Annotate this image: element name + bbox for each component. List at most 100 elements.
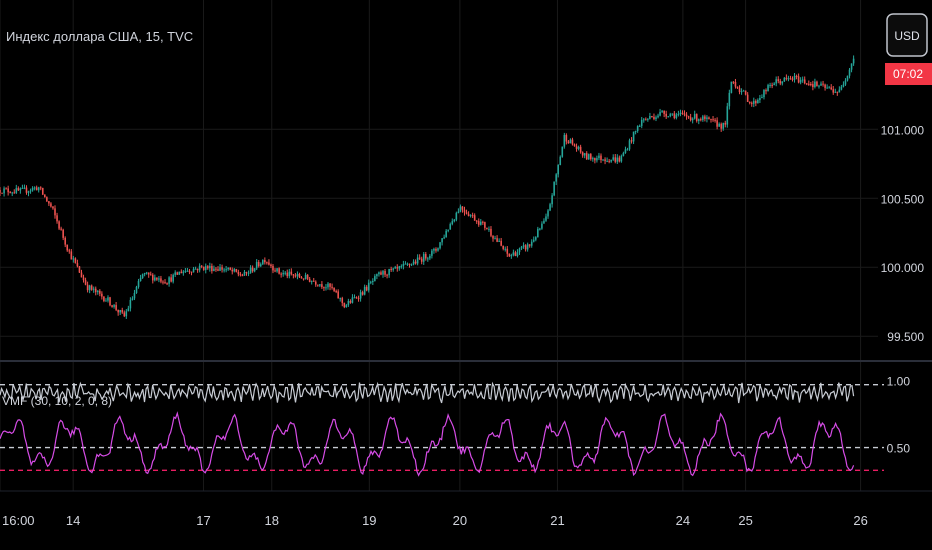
candle-body [164,282,166,284]
candle-body [204,266,207,270]
candle-body [490,228,492,236]
candle-body [583,153,586,156]
candle-body [268,262,270,265]
candle-body [534,237,537,240]
indicator-axis[interactable]: 1.00 0.50 [887,375,911,456]
candle-body [510,255,513,257]
candle-body [757,100,759,104]
price-axis[interactable]: 101.000 100.500 100.000 99.500 [881,123,925,344]
candle-body [253,268,256,272]
candle-body [638,125,641,127]
time-axis[interactable]: 16:00 14 17 18 19 20 21 24 25 26 [2,513,868,528]
candle-body [691,118,694,121]
candle-body [826,87,828,89]
price-candles[interactable] [0,55,855,319]
candle-body [838,89,841,93]
candle-body [846,75,849,81]
candle-body [7,188,9,193]
candle-body [807,83,810,85]
currency-button-frame[interactable] [886,13,928,57]
candle-body [363,286,366,295]
candle-body [767,85,769,92]
candle-body [384,270,386,275]
candle-body [569,139,572,144]
candle-body [400,266,403,268]
candle-body [797,76,800,83]
candle-body [264,260,266,263]
candle-body [810,83,812,85]
candle-body [274,270,276,272]
candle-body [62,229,64,238]
candle-body [822,83,824,85]
candle-body [359,292,362,299]
time-tick-label: 17 [196,513,210,528]
candle-body [665,113,667,117]
candle-body [25,187,28,193]
candle-body [424,254,427,259]
candle-body [532,239,535,242]
candle-body [475,220,478,222]
candle-body [575,146,578,149]
candle-body [559,156,562,165]
phase-series-line [0,411,855,477]
candle-body [571,139,574,145]
candle-body [412,261,415,265]
candle-body [21,187,24,189]
candle-body [298,273,301,278]
candle-body [105,300,107,302]
candle-body [390,268,392,270]
candle-body [200,265,203,267]
candle-body [842,84,845,87]
candle-body [642,119,645,121]
candle-body [372,280,374,282]
candle-body [237,271,240,275]
indicator-tick-label: 0.50 [887,442,911,456]
candle-body [504,248,507,250]
candle-body [192,268,195,273]
candle-body [227,267,229,270]
candle-body [427,258,429,260]
candle-body [587,154,590,160]
candle-body [35,187,38,191]
currency-button-label[interactable]: USD [894,29,920,43]
candle-body [689,117,692,121]
candle-body [211,265,213,272]
candle-body [469,215,472,217]
candle-body [836,91,839,93]
candle-body [632,131,635,142]
candle-body [581,152,584,156]
candle-body [329,283,331,287]
candle-body [225,269,227,271]
indicator-lines[interactable] [0,381,855,477]
symbol-title[interactable]: Индекс доллара США, 15, TVC [6,29,193,44]
candle-body [486,227,488,230]
candle-body [160,278,162,282]
candle-body [828,87,830,89]
candle-body [714,119,716,121]
candle-body [750,102,753,104]
candle-body [455,212,458,220]
candle-body [653,116,655,120]
candle-body [31,187,34,191]
candle-body [402,264,405,267]
candle-body [712,119,714,121]
candle-body [276,268,278,272]
candle-body [198,265,201,271]
indicator-title[interactable]: VMF (30, 10, 2, 0, 8) [2,394,112,408]
price-tick-label: 100.500 [881,192,925,206]
currency-button[interactable]: USD [886,13,928,57]
candle-body [563,134,566,147]
candle-body [773,83,775,86]
candle-body [710,118,712,120]
candle-body [594,158,596,161]
candle-body [410,264,413,266]
candle-body [585,153,588,160]
candle-body [765,90,767,92]
candle-body [437,248,439,251]
candle-body [88,285,91,291]
candle-body [135,286,138,293]
candle-body [15,188,18,193]
candle-body [547,210,549,217]
candle-body [659,111,661,116]
